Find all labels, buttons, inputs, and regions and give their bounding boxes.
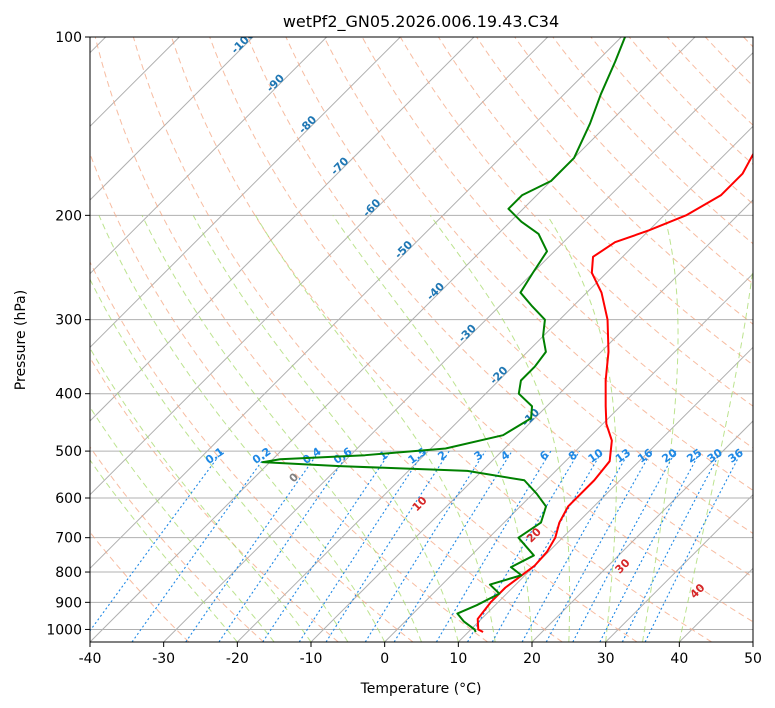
moist-adiabat-line [90,278,349,642]
isotherm-line [90,37,475,422]
dry-adiabat-line [209,37,753,623]
mixing-ratio-line [364,450,486,642]
moist-adiabat-line [98,215,386,642]
x-tick-label: 40 [670,651,688,667]
plot-area: 0.1 0.2 0.4 0.6 1 1.5 2 3 4 6 8 10 13 16 20 25 30 36-100-… [90,37,753,642]
moist-adiabat-line [90,347,312,642]
mixing-ratio-line [572,450,677,642]
x-axis-label: Temperature (°C) [360,681,482,697]
isotherm-line [236,125,753,642]
dry-adiabat-line [94,37,563,642]
dry-adiabat-line [171,37,713,642]
mixing-ratio-lines [90,450,743,642]
x-tick-label: 20 [523,651,541,667]
mixing-ratio-line [218,450,351,642]
y-tick-label: 100 [55,30,82,46]
dry-adiabat-line [285,37,753,535]
y-tick-label: 200 [55,208,82,224]
dry-adiabat-line [90,446,264,642]
y-tick-label: 500 [55,444,82,460]
mixing-ratio-line [435,450,552,642]
dry-adiabat-lines [90,37,753,642]
x-axis: -40 -30 -20 -10 0 10 20 30 40 50 [79,642,762,667]
moist-adiabat-line [642,215,679,642]
plot-frame [89,36,754,643]
x-tick-label: 50 [744,651,762,667]
dry-adiabat-line [476,37,753,325]
mixing-ratio-line [545,450,653,642]
moist-adiabat-line [678,264,753,642]
x-tick-label: -20 [226,651,249,667]
moist-adiabat-line [429,215,571,642]
isotherm-line [457,346,753,642]
mixing-ratio-line [599,450,702,642]
x-tick-label: -40 [79,651,102,667]
y-axis-label: Pressure (hPa) [13,290,29,390]
dewpoint-profile-line [261,37,626,633]
mixing-ratio-line [621,450,722,642]
dry-adiabat-line [90,260,414,642]
mixing-ratio-line [325,450,450,642]
isotherm-line [90,37,549,496]
mixing-ratio-line [262,450,392,642]
x-tick-label: -30 [152,651,175,667]
dry-adiabat-line [323,37,753,491]
moist-adiabat-line [192,215,459,642]
chart-title: wetPf2_GN05.2026.006.19.43.C34 [283,12,559,32]
y-tick-label: 700 [55,531,82,547]
isotherm-line [90,37,401,349]
moist-adiabat-line [546,215,617,642]
isotherm-line [90,37,254,201]
y-tick-label: 1000 [46,622,82,638]
mixing-ratio-line [393,450,513,642]
isotherm-line [90,37,328,275]
isotherm-line [531,420,753,642]
temperature-profile-line [476,37,753,633]
x-tick-label: -10 [300,651,323,667]
mixing-ratio-line [131,450,270,642]
moist-adiabat-line [90,459,238,642]
dry-adiabat-line [132,37,638,642]
mixing-ratio-line [298,450,425,642]
y-tick-label: 800 [55,565,82,581]
mixing-ratio-line [467,450,580,642]
moist-adiabat-lines [90,215,753,642]
moist-adiabat-line [90,406,275,642]
isotherm-line [90,37,622,570]
y-tick-label: 300 [55,313,82,329]
moist-adiabat-line [332,215,533,642]
y-tick-label: 600 [55,491,82,507]
profile-series [261,37,753,633]
dry-adiabat-line [514,37,753,285]
x-tick-label: 10 [449,651,467,667]
mixing-ratio-line [185,450,320,642]
isotherm-line [384,272,753,642]
y-tick-label: 400 [55,387,82,403]
y-axis: 100 200 300 400 500 600 700 800 900 1000 [46,30,90,638]
isotherm-line [605,493,753,642]
x-tick-label: 0 [380,651,389,667]
moist-adiabat-line [141,215,422,642]
y-tick-label: 900 [55,595,82,611]
dry-adiabat-line [247,37,753,578]
x-tick-label: 30 [597,651,615,667]
mixing-ratio-line [644,450,743,642]
isotherm-line [163,51,753,642]
